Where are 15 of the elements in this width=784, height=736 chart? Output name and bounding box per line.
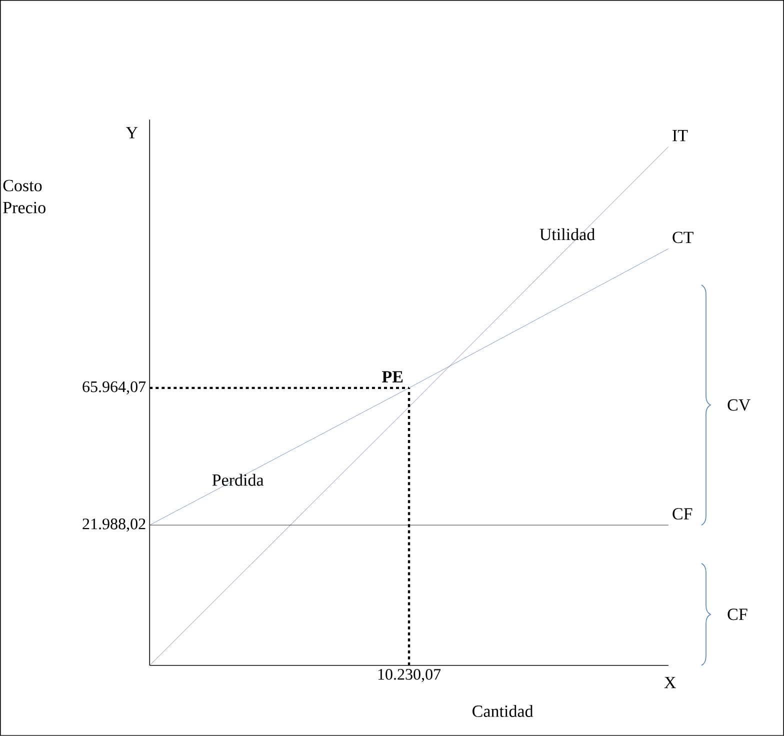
x-tick-label: 10.230,07 <box>378 668 441 682</box>
x-axis-title: Cantidad <box>472 705 534 718</box>
text: Y <box>126 127 138 138</box>
series-label: IT <box>672 130 688 142</box>
text: X <box>664 676 676 688</box>
y-tick-label: 65.964,07 <box>82 381 146 395</box>
text: CF <box>728 608 748 620</box>
text: CV <box>728 399 751 411</box>
annotation: Perdida <box>212 474 264 486</box>
series-label: CT <box>672 232 694 244</box>
y-axis-title: Costo Precio <box>3 180 46 214</box>
series-label: CF <box>672 508 692 520</box>
annotation: Utilidad <box>540 228 595 240</box>
y-tick-label: 21.988,02 <box>82 518 146 532</box>
annotation: PE <box>382 371 403 382</box>
